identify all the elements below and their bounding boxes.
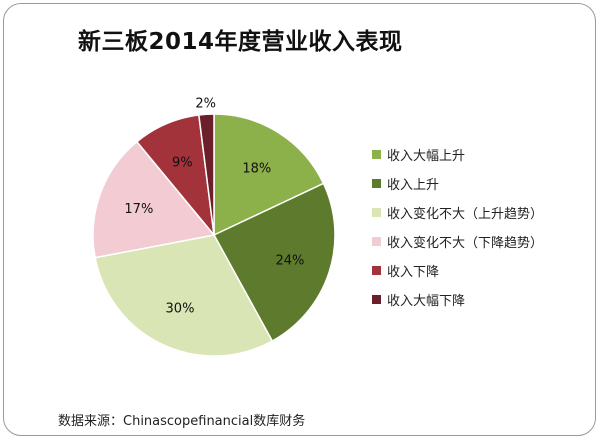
pie-slice-label-4: 17% xyxy=(124,202,153,217)
legend-swatch xyxy=(372,265,381,275)
pie-slice-6 xyxy=(197,113,215,236)
legend-swatch xyxy=(372,149,381,159)
chart-title: 新三板2014年度营业收入表现 xyxy=(78,29,403,55)
pie-slice-4 xyxy=(92,140,216,259)
pie-slice-3 xyxy=(94,234,274,357)
legend-item-6: 收入大幅下降 xyxy=(372,290,543,309)
chart-legend: 收入大幅上升 收入上升收入变化不大（上升趋势） 收入变化不大（下降趋势） 收入下降收入… xyxy=(372,145,543,319)
legend-item-4: 收入变化不大（下降趋势） xyxy=(372,232,544,251)
legend-label: 收入上升 xyxy=(387,177,440,193)
legend-swatch xyxy=(372,294,381,304)
legend-item-2: 收入上升 xyxy=(372,174,543,193)
pie-labels: 18% 24% 30% 17% 9% 2% xyxy=(124,96,304,316)
legend-swatch xyxy=(372,236,381,246)
legend-item-3: 收入变化不大（上升趋势） xyxy=(372,203,544,222)
pie-slice-label-3: 30% xyxy=(166,301,195,316)
pie-slice-label-6: 2% xyxy=(195,96,216,111)
pie-slices xyxy=(92,113,336,357)
legend-label: 收入变化不大（上升趋势） xyxy=(387,206,544,222)
legend-label: 收入大幅下降 xyxy=(387,293,466,309)
pie-slice-label-1: 18% xyxy=(242,162,271,177)
pie-slice-1 xyxy=(213,113,325,237)
pie-slice-label-2: 24% xyxy=(275,254,304,269)
legend-label: 收入大幅上升 xyxy=(387,148,466,164)
legend-item-5: 收入下降 xyxy=(372,261,543,280)
legend-label: 收入下降 xyxy=(387,264,440,280)
legend-label: 收入变化不大（下降趋势） xyxy=(387,235,544,251)
data-source-note: 数据来源：Chinascopefinancial数库财务 xyxy=(58,414,306,429)
legend-swatch xyxy=(372,178,381,188)
legend-item-1: 收入大幅上升 xyxy=(372,145,543,164)
legend-swatch xyxy=(372,207,381,217)
pie-slice-label-5: 9% xyxy=(172,156,193,171)
pie-slice-2 xyxy=(212,182,336,343)
